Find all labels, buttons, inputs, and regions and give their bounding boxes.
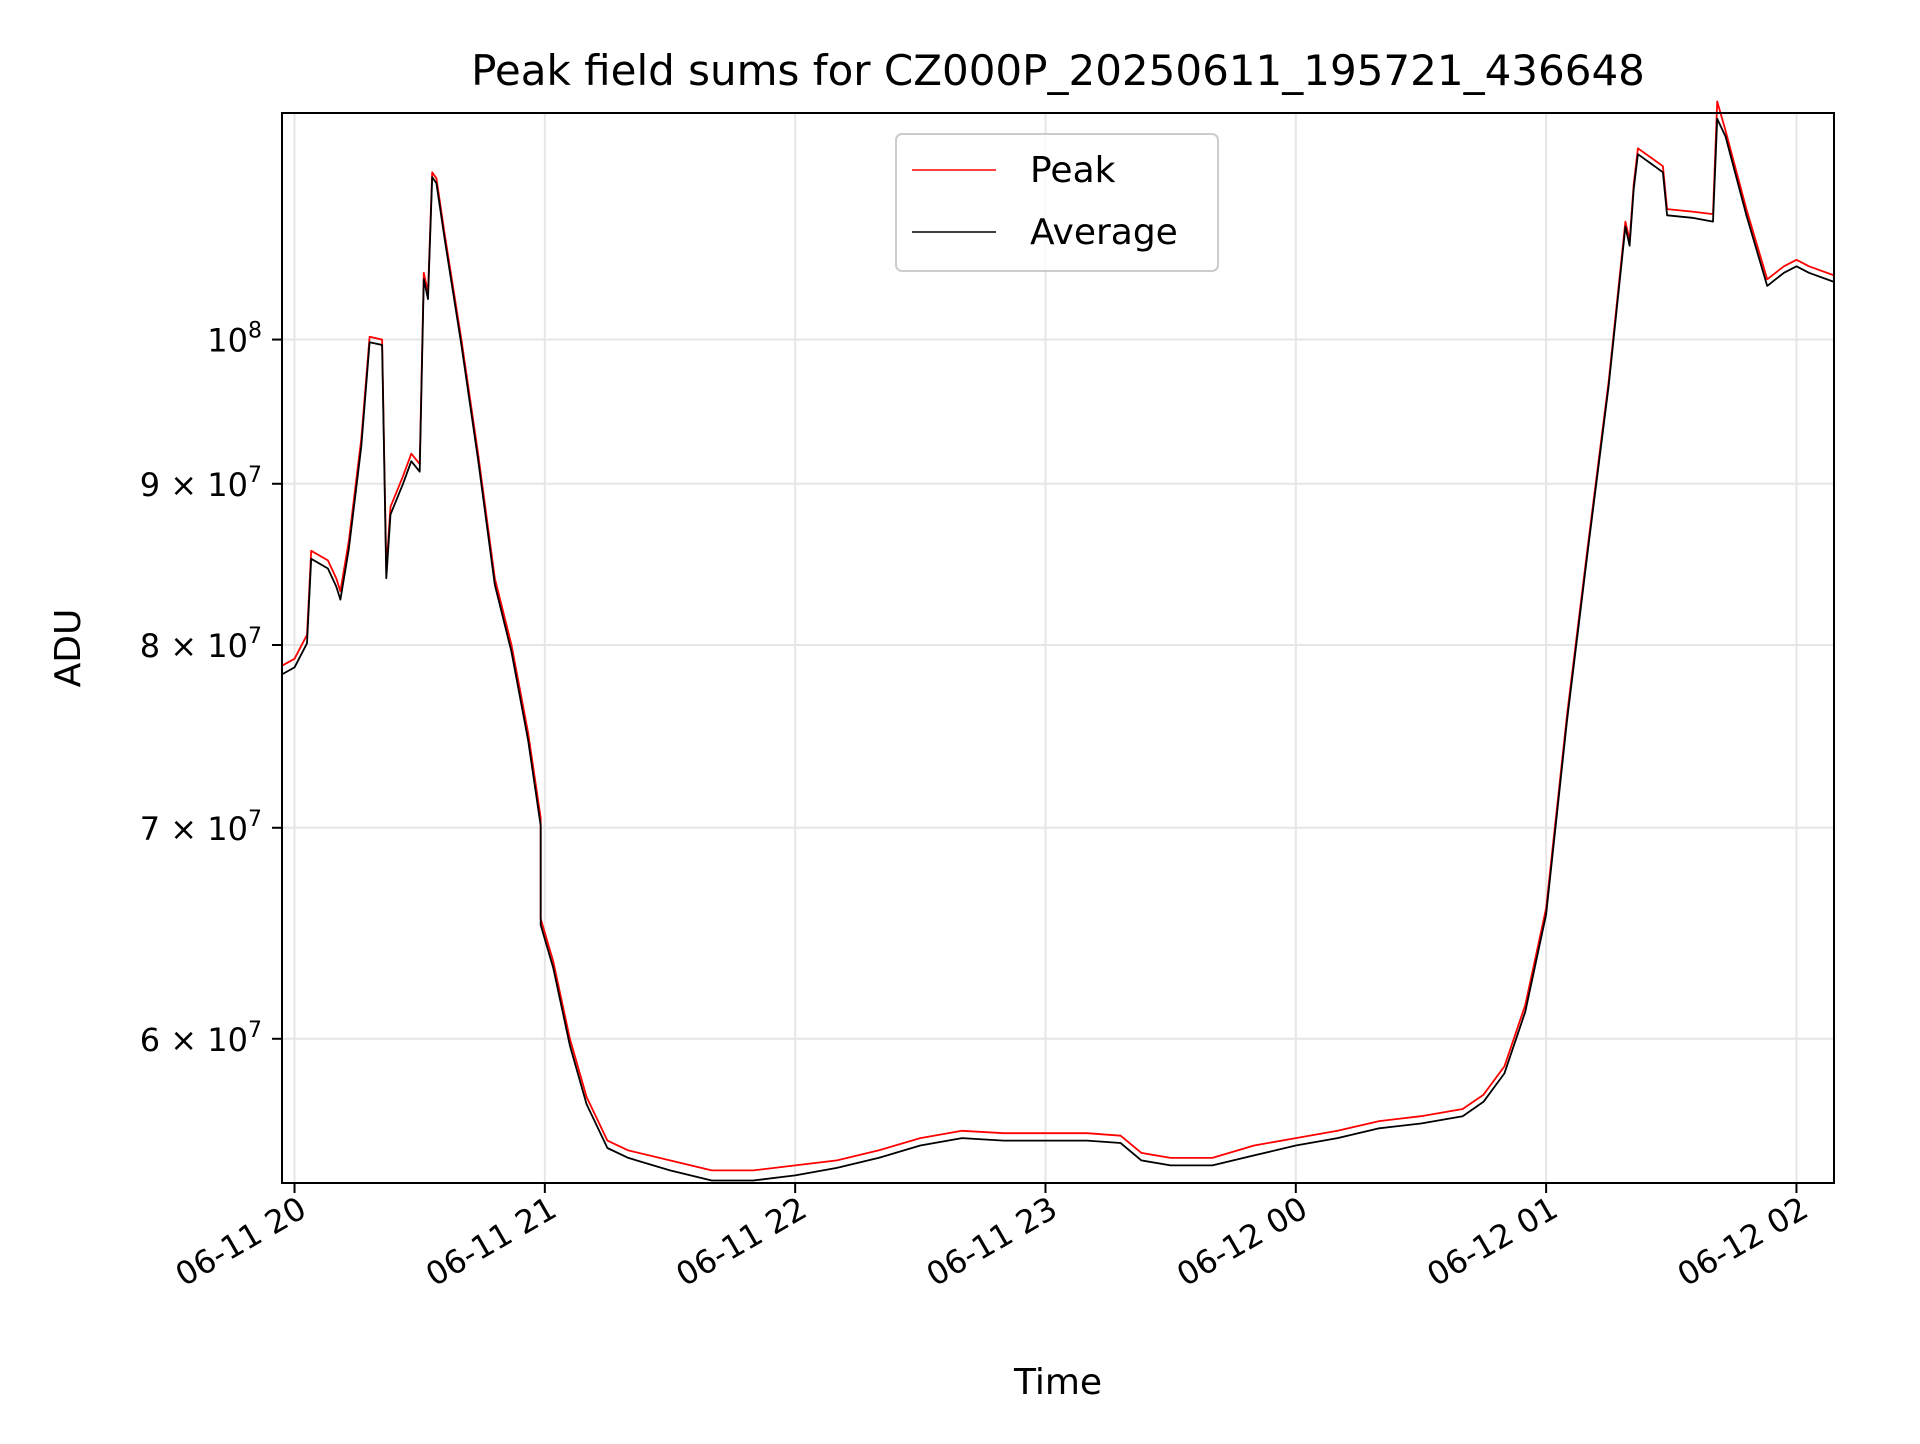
y-tick-label: 9 × 107 bbox=[140, 463, 262, 504]
plot-frame bbox=[281, 112, 1835, 1184]
y-tick-label: 7 × 107 bbox=[140, 807, 262, 848]
x-axis-label: Time bbox=[1013, 1362, 1102, 1403]
y-tick-label: 108 bbox=[207, 319, 262, 360]
chart-title: Peak field sums for CZ000P_20250611_1957… bbox=[471, 46, 1645, 95]
series-line-average bbox=[281, 117, 1835, 1182]
legend-box bbox=[895, 133, 1219, 272]
legend-peak-label: Peak bbox=[1030, 150, 1116, 191]
y-tick-label: 8 × 107 bbox=[140, 624, 262, 665]
legend-average-label: Average bbox=[1030, 212, 1178, 253]
y-tick-label: 6 × 107 bbox=[140, 1018, 262, 1059]
y-axis-label: ADU bbox=[48, 609, 89, 688]
y-axis: 6 × 107 7 × 107 8 × 107 9 × 107 108 bbox=[140, 319, 282, 1059]
legend: Peak Average bbox=[895, 133, 1219, 272]
series-lines bbox=[281, 100, 1835, 1182]
series-line-peak bbox=[281, 100, 1835, 1172]
